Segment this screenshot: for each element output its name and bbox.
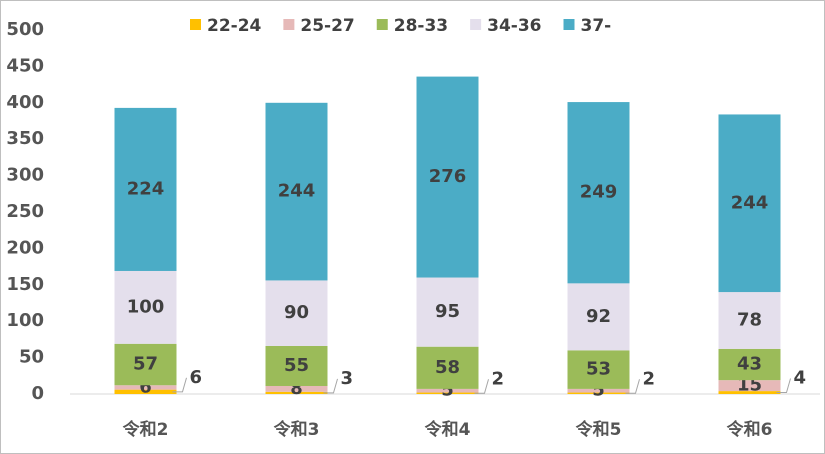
bar-segment: [718, 292, 781, 349]
bar-segment: [416, 392, 479, 394]
bar-segment: [567, 102, 630, 284]
legend-swatch: [283, 19, 295, 30]
leader-line: [172, 377, 187, 393]
y-tick-label: 200: [6, 237, 44, 258]
value-label: 276: [429, 166, 467, 187]
bar-segment: [114, 270, 177, 344]
y-tick-label: 50: [19, 347, 44, 368]
y-tick-label: 150: [6, 274, 44, 295]
bar-segment: [265, 391, 328, 394]
value-label: 6: [190, 367, 203, 388]
value-label: 55: [284, 355, 309, 376]
leader-line: [776, 378, 791, 394]
value-label: 244: [278, 181, 316, 202]
y-tick-label: 450: [6, 55, 44, 76]
legend-label: 25-27: [300, 16, 354, 36]
value-label: 3: [341, 368, 354, 389]
bar-segment: [416, 76, 479, 278]
y-tick-label: 250: [6, 201, 44, 222]
bar-segment: [567, 283, 630, 351]
value-label: 78: [737, 309, 762, 330]
legend-swatch: [470, 19, 482, 30]
bar-segment: [416, 388, 479, 393]
x-tick-label: 令和5: [576, 419, 622, 440]
value-label: 43: [737, 354, 762, 375]
value-label: 92: [586, 306, 611, 327]
x-tick-label: 令和3: [274, 419, 320, 440]
y-tick-label: 100: [6, 310, 44, 331]
bar-segment: [416, 277, 479, 347]
value-label: 4: [794, 368, 807, 389]
bar-segment: [114, 385, 177, 390]
bar-segment: [265, 385, 328, 392]
legend-label: 37-: [581, 16, 612, 36]
value-label: 100: [127, 296, 165, 317]
legend-label: 34-36: [487, 16, 541, 36]
y-tick-label: 300: [6, 165, 44, 186]
legend-label: 28-33: [394, 16, 448, 36]
legend-swatch: [563, 19, 575, 30]
y-tick-label: 0: [31, 383, 44, 404]
bar-segment: [718, 380, 781, 392]
bar-segment: [265, 102, 328, 281]
legend-swatch: [376, 19, 388, 30]
x-tick-label: 令和4: [425, 419, 471, 440]
value-label: 90: [284, 302, 309, 323]
x-tick-label: 令和6: [727, 419, 773, 440]
bar-segment: [718, 348, 781, 381]
legend-swatch: [190, 19, 201, 30]
bar-segment: [114, 107, 177, 271]
value-label: 53: [586, 359, 611, 380]
x-tick-label: 令和2: [123, 419, 169, 440]
value-label: 95: [435, 301, 460, 322]
bar-segment: [567, 392, 630, 394]
value-label: 57: [133, 354, 158, 375]
value-label: 2: [492, 368, 505, 389]
bar-segment: [265, 280, 328, 346]
bar-segment: [567, 350, 630, 389]
value-label: 224: [127, 178, 165, 199]
y-tick-label: 350: [6, 128, 44, 149]
value-label: 249: [580, 182, 618, 203]
bar-segment: [718, 114, 781, 293]
bar-segment: [718, 391, 781, 394]
bar-segment: [567, 388, 630, 393]
leader-line: [474, 379, 489, 394]
bar-segment: [416, 346, 479, 389]
bar-segment: [114, 389, 177, 394]
value-label: 244: [731, 192, 769, 213]
value-label: 2: [643, 368, 656, 389]
y-tick-label: 400: [6, 92, 44, 113]
leader-line: [625, 379, 640, 394]
y-tick-label: 500: [6, 19, 44, 40]
leader-line: [323, 378, 338, 394]
bar-segment: [114, 343, 177, 386]
bar-segment: [265, 345, 328, 386]
legend-label: 22-24: [207, 16, 262, 36]
value-label: 58: [435, 357, 460, 378]
